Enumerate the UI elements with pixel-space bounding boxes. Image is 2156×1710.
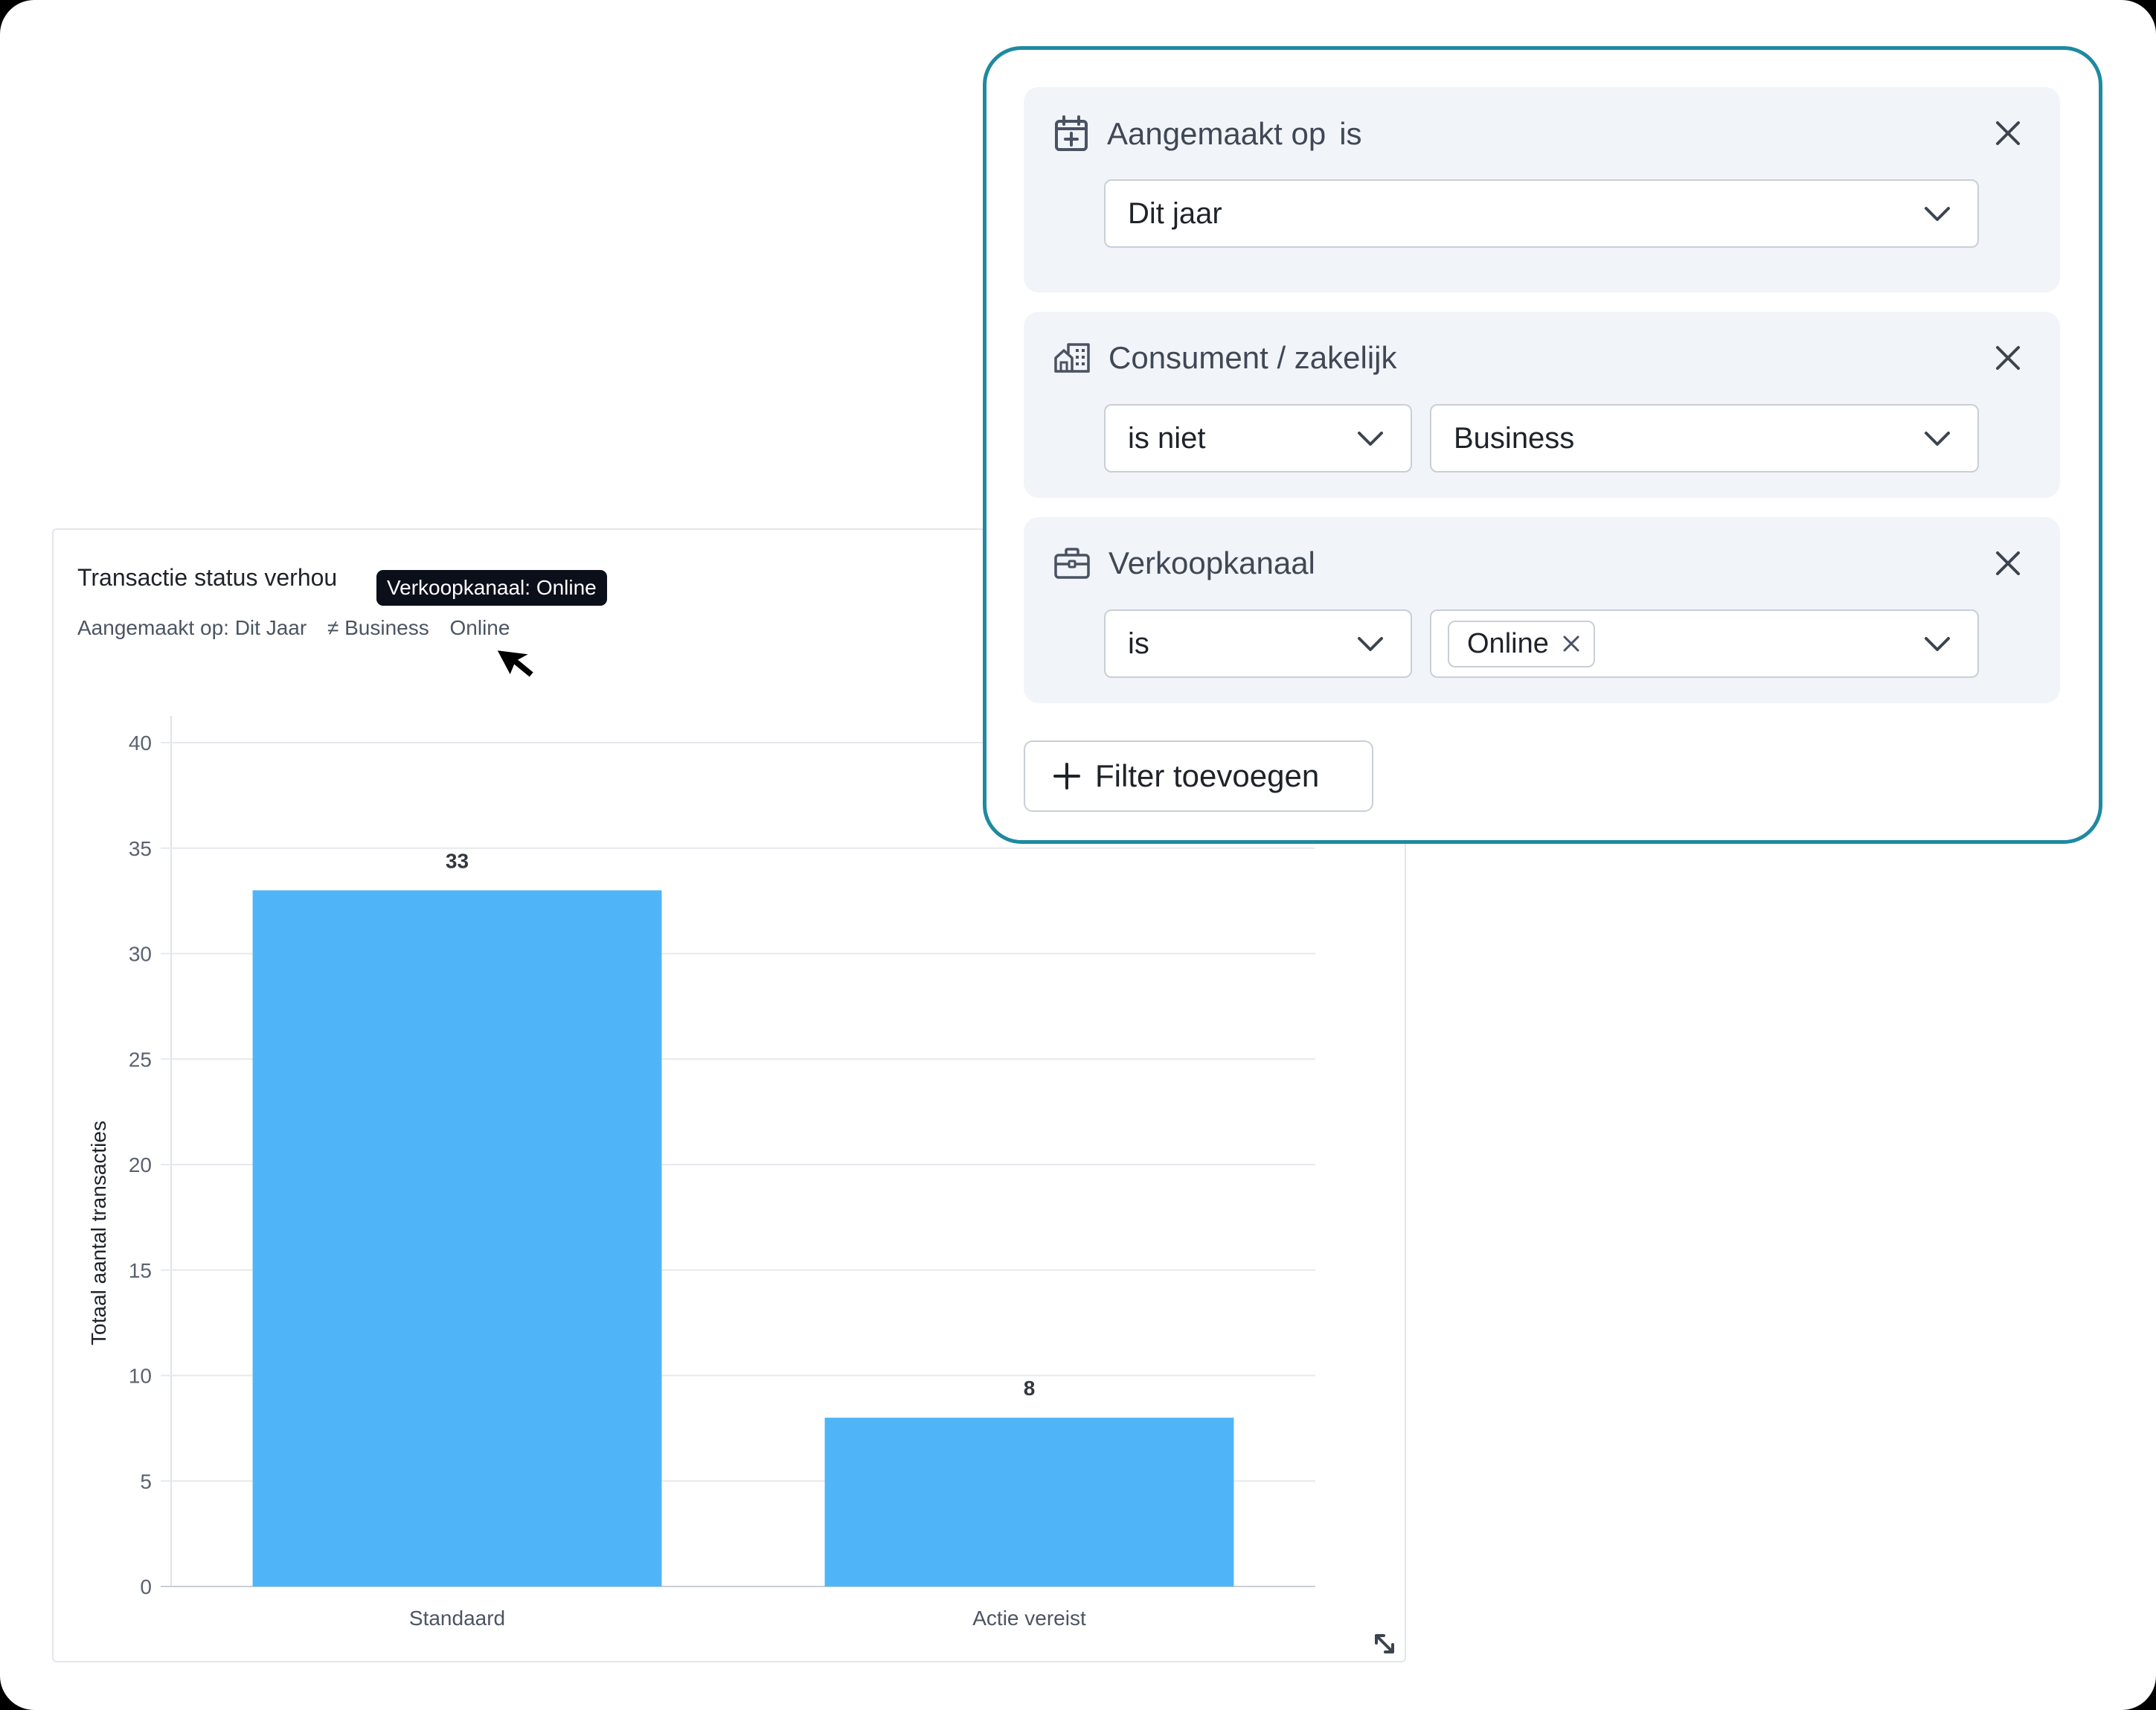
plus-icon: [1053, 763, 1080, 790]
chart-filter-summary: Aangemaakt op: Dit Jaar ≠ Business Onlin…: [77, 616, 524, 640]
operator-select[interactable]: is niet: [1104, 404, 1412, 473]
bar-chart: 0 5 10 15 20 25 30 35 40 33 Standaard 8 Actie vereis…: [87, 716, 1315, 1630]
y-axis-label: Totaal aantal transacties: [87, 1121, 110, 1345]
select-value: is niet: [1128, 421, 1206, 455]
y-tick-label: 20: [129, 1153, 152, 1176]
y-tick-label: 40: [129, 731, 152, 755]
mouse-cursor-icon: [497, 647, 536, 680]
calendar-plus-icon: [1055, 115, 1088, 151]
filter-field-label: Verkoopkanaal: [1109, 545, 1315, 580]
y-tick-label: 10: [129, 1365, 152, 1388]
chart-title: Transactie status verhou: [77, 564, 338, 591]
select-value: Business: [1454, 421, 1575, 455]
y-tick-label: 15: [129, 1259, 152, 1282]
y-tick-label: 25: [129, 1048, 152, 1071]
filter-summary-created[interactable]: Aangemaakt op: Dit Jaar: [77, 616, 307, 639]
y-tick-label: 5: [140, 1470, 152, 1493]
close-icon[interactable]: [1995, 120, 2021, 147]
add-filter-button[interactable]: Filter toevoegen: [1024, 740, 1373, 812]
filter-field-label: Aangemaakt op: [1107, 116, 1326, 151]
x-tick-label: Actie vereist: [972, 1607, 1086, 1630]
filter-summary-channel[interactable]: Online: [449, 616, 510, 639]
value-select[interactable]: Business: [1430, 404, 1979, 473]
select-value: is: [1128, 627, 1149, 660]
y-tick-label: 30: [129, 943, 152, 966]
select-value: Dit jaar: [1128, 196, 1222, 230]
briefcase-icon: [1054, 548, 1090, 579]
chip-remove-icon[interactable]: [1562, 635, 1580, 653]
selected-chip: Online: [1448, 620, 1595, 667]
filter-row-segment: Consument / zakelijk is niet Business: [1024, 312, 2060, 498]
chevron-down-icon: [1358, 637, 1383, 651]
bar[interactable]: [252, 890, 662, 1586]
bar-data-label: 8: [1024, 1377, 1036, 1400]
filter-panel: Aangemaakt op is Dit jaar: [983, 46, 2102, 844]
y-tick-label: 0: [140, 1575, 152, 1598]
buildings-icon: [1054, 343, 1090, 373]
bar-data-label: 33: [446, 849, 469, 872]
filter-row-channel: Verkoopkanaal is Online: [1024, 517, 2060, 703]
value-select[interactable]: Dit jaar: [1104, 179, 1979, 248]
operator-select[interactable]: is: [1104, 609, 1412, 678]
chevron-down-icon: [1925, 207, 1950, 221]
y-tick-label: 35: [129, 837, 152, 860]
filter-operator-text: is: [1339, 116, 1362, 151]
close-icon[interactable]: [1995, 345, 2021, 371]
chip-label: Online: [1467, 627, 1549, 659]
bar[interactable]: [824, 1418, 1234, 1586]
value-multiselect[interactable]: Online: [1430, 609, 1979, 678]
filter-field-label: Consument / zakelijk: [1109, 340, 1397, 375]
filter-summary-segment[interactable]: ≠ Business: [327, 616, 429, 639]
add-filter-label: Filter toevoegen: [1095, 758, 1320, 793]
x-tick-label: Standaard: [409, 1607, 505, 1630]
filter-tooltip: Verkoopkanaal: Online: [376, 570, 607, 606]
filter-row-created: Aangemaakt op is Dit jaar: [1024, 87, 2060, 292]
chevron-down-icon: [1925, 637, 1950, 651]
chevron-down-icon: [1925, 432, 1950, 446]
close-icon[interactable]: [1995, 550, 2021, 577]
resize-icon[interactable]: [1372, 1631, 1397, 1656]
chevron-down-icon: [1358, 432, 1383, 446]
